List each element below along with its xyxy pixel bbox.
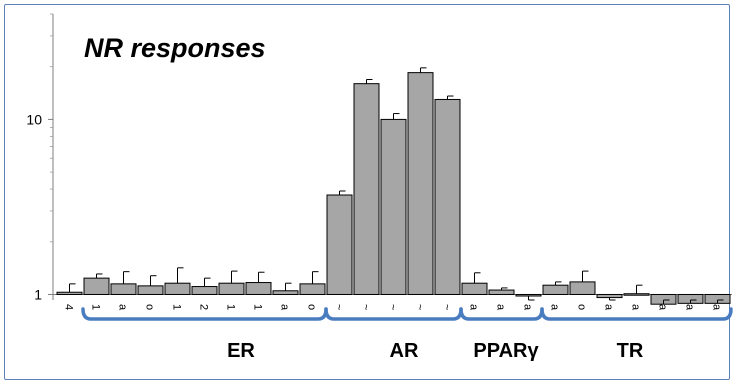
x-tick-label: a (495, 304, 507, 311)
x-tick-label: a (279, 304, 291, 311)
x-tick-label: o (306, 304, 318, 310)
bar (191, 286, 218, 295)
x-tick-label: 1 (171, 304, 183, 310)
group-label: ER (227, 340, 255, 362)
x-tick-label: a (549, 304, 561, 311)
bar (542, 284, 569, 295)
bar (569, 281, 596, 295)
x-tick-label: 1 (90, 304, 102, 310)
x-tick-label: a (117, 304, 129, 311)
bar (137, 285, 164, 295)
bar (515, 293, 542, 297)
x-tick-label: 4 (63, 304, 75, 310)
x-tick-label: a (603, 304, 615, 311)
chart-title: NR responses (84, 33, 266, 63)
x-tick-label: 2 (198, 304, 210, 310)
x-tick-label: a (657, 304, 669, 311)
y-tick-label: 10 (26, 111, 42, 127)
x-tick-label: 1 (225, 304, 237, 310)
x-tick-label: ~ (360, 304, 372, 310)
group-bracket (324, 307, 463, 321)
bar (434, 98, 461, 295)
bar (407, 72, 434, 295)
bar (110, 283, 137, 295)
bar (380, 118, 407, 295)
group-bracket (459, 307, 544, 321)
x-tick-label: 1 (252, 304, 264, 310)
bar (56, 291, 83, 295)
x-tick-label: ~ (387, 304, 399, 310)
x-tick-label: ~ (414, 304, 426, 310)
bar (488, 289, 515, 295)
x-tick-label: ~ (333, 304, 345, 310)
x-tick-label: a (630, 304, 642, 311)
bar (596, 293, 623, 299)
bar (272, 290, 299, 295)
group-label: TR (617, 340, 644, 362)
bar (461, 282, 488, 295)
x-tick-label: ~ (441, 304, 453, 310)
x-tick-label: a (711, 304, 723, 311)
x-tick-label: a (522, 304, 534, 311)
group-label: PPARγ (473, 340, 539, 362)
group-bracket (81, 307, 328, 321)
x-tick-label: a (684, 304, 696, 311)
bar (164, 282, 191, 295)
bar (245, 282, 272, 295)
bar (83, 277, 110, 295)
group-bracket (540, 307, 733, 321)
x-tick-label: o (144, 304, 156, 310)
x-tick-label: a (468, 304, 480, 311)
bar (218, 282, 245, 295)
bar (353, 83, 380, 295)
bar (326, 194, 353, 295)
y-tick-label: 1 (34, 286, 42, 302)
bar (623, 293, 650, 296)
group-label: AR (390, 340, 419, 362)
bar (299, 283, 326, 295)
x-tick-label: o (576, 304, 588, 310)
